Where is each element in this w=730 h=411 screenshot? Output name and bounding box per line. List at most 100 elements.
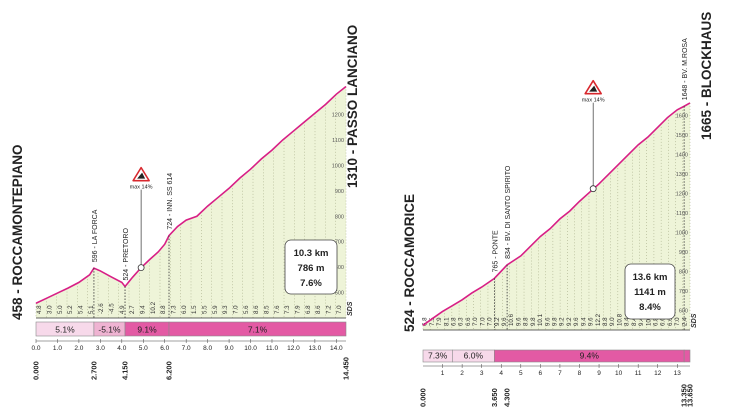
km-gradient-label: 9.3 <box>222 305 229 314</box>
km-gradient-label: -4.5 <box>109 303 116 314</box>
km-gradient-label: 8.8 <box>523 317 530 326</box>
summary-value: 10.3 km <box>294 248 329 259</box>
marker-distance-label: 3.650 <box>490 388 499 407</box>
sds-logo: SDS <box>691 313 698 328</box>
km-tick-label: 11.0 <box>266 345 279 352</box>
marker-distance-label: 13.350 <box>680 384 689 407</box>
km-gradient-label: 6.6 <box>667 317 674 326</box>
km-gradient-label: 7.0 <box>674 317 681 326</box>
km-gradient-label: 4.8 <box>36 305 43 314</box>
altitude-tick-label: 600 <box>679 309 688 315</box>
km-gradient-label: 8.4 <box>624 317 631 326</box>
finish-label: 1665 - BLOCKHAUS <box>699 12 714 140</box>
altitude-tick-label: 1400 <box>676 153 688 159</box>
profile-line <box>35 85 347 304</box>
km-gradient-label: 9.4 <box>140 305 147 314</box>
km-gradient-label: 7.9 <box>295 305 302 314</box>
km-gradient-label: 6.3 <box>458 317 465 326</box>
waypoint-label: 1648 - BV. M.ROSA <box>682 38 689 100</box>
km-gradient-label: 8.1 <box>443 317 450 326</box>
start-label: 524 - ROCCAMORICE <box>402 194 417 332</box>
km-tick-label: 10.0 <box>244 345 257 352</box>
km-gradient-label: 6.8 <box>653 317 660 326</box>
gradient-segment-label: -5.1% <box>98 325 121 335</box>
km-tick-label: 7 <box>558 370 562 377</box>
altitude-tick-label: 800 <box>679 270 688 276</box>
max-gradient-label: max 14% <box>582 98 605 104</box>
km-gradient-label: 7.0 <box>479 317 486 326</box>
altitude-tick-label: 1000 <box>332 163 344 169</box>
km-tick-label: 10 <box>615 370 623 377</box>
gradient-segment-label: 5.1% <box>55 325 75 335</box>
km-tick-label: 1.0 <box>53 345 62 352</box>
gradient-segment-label: 9.1% <box>137 325 157 335</box>
waypoint-label: 765 - PONTE <box>492 230 499 272</box>
waypoint-label: 596 - LA FORCA <box>92 209 99 262</box>
km-gradient-label: 8.6 <box>253 305 260 314</box>
km-tick-label: 1 <box>441 370 445 377</box>
marker-distance-label: 0.000 <box>419 388 428 407</box>
altitude-tick-label: 700 <box>679 289 688 295</box>
altitude-tick-label: 500 <box>335 291 344 297</box>
altitude-tick-label: 600 <box>335 265 344 271</box>
altitude-tick-label: 1600 <box>676 114 688 120</box>
km-gradient-label: 6.8 <box>305 305 312 314</box>
summary-box <box>284 239 338 295</box>
km-gradient-label: -2.6 <box>98 303 105 314</box>
km-gradient-label: 7.3 <box>171 305 178 314</box>
km-gradient-label: 6.0 <box>181 305 188 314</box>
altitude-tick-label: 1200 <box>332 113 344 119</box>
altitude-tick-label: 900 <box>679 250 688 256</box>
km-gradient-label: 2.7 <box>129 305 136 314</box>
profile-chart-roccamontepiano: 4.8 3.0 5.0 5.2 5.4 5.1 -2.6 -4.5 4.9 2.7 9.4 10.2 8… <box>10 25 360 380</box>
km-gradient-label: 9.4 <box>580 317 587 326</box>
km-gradient-label: 7.0 <box>233 305 240 314</box>
km-tick-label: 11 <box>635 370 642 377</box>
km-tick-label: 0.0 <box>31 345 40 352</box>
km-gradient-label: 9.2 <box>559 317 566 326</box>
km-tick-label: 2.0 <box>74 345 83 352</box>
km-gradient-label: 5.0 <box>57 305 64 314</box>
km-gradient-label: 5.1 <box>88 305 95 314</box>
km-gradient-label: 9.8 <box>552 317 559 326</box>
km-gradient-label: 5.6 <box>243 305 250 314</box>
km-gradient-label: 3.0 <box>47 305 54 314</box>
max-gradient-point <box>137 264 145 272</box>
km-gradient-label: 9.6 <box>515 317 522 326</box>
km-gradient-label: 7.0 <box>487 317 494 326</box>
km-gradient-label: 10.1 <box>537 313 544 326</box>
km-gradient-label: 9.0 <box>609 317 616 326</box>
km-gradient-label: 7.5 <box>429 317 436 326</box>
km-gradient-label: 10.8 <box>616 313 623 326</box>
km-gradient-label: 5.9 <box>212 305 219 314</box>
km-gradient-label: 8.4 <box>631 317 638 326</box>
km-gradient-label: 7.6 <box>274 305 281 314</box>
max-gradient-point <box>589 185 597 193</box>
altitude-tick-label: 900 <box>335 189 344 195</box>
km-gradient-label: 8.8 <box>160 305 167 314</box>
km-gradient-label: 6.6 <box>465 317 472 326</box>
km-tick-label: 8.0 <box>203 345 212 352</box>
km-gradient-label: 7.3 <box>284 305 291 314</box>
km-tick-label: 9 <box>597 370 601 377</box>
km-gradient-label: 10.6 <box>508 313 515 326</box>
km-gradient-label: 6.8 <box>422 317 429 326</box>
altitude-tick-label: 1100 <box>332 138 344 144</box>
gradient-segment-label: 6.0% <box>464 351 484 361</box>
km-tick-label: 7.0 <box>182 345 191 352</box>
km-tick-label: 3.0 <box>96 345 105 352</box>
finish-label: 1310 - PASSO LANCIANO <box>345 25 360 188</box>
km-tick-label: 9.0 <box>225 345 234 352</box>
km-gradient-label: 7.0 <box>336 305 343 314</box>
profile-area <box>36 86 346 318</box>
summary-value: 1141 m <box>634 287 666 298</box>
km-gradient-label: 9.2 <box>494 317 501 326</box>
km-gradient-label: 9.6 <box>573 317 580 326</box>
km-gradient-label: 9.2 <box>566 317 573 326</box>
waypoint-label: 724 - INN. SS 614 <box>167 173 174 230</box>
profile-chart-roccamorice: 6.8 7.5 7.9 8.1 6.8 6.3 6.6 7.0 7.0 7.0 9.2 9.6 10.6… <box>402 12 714 407</box>
km-tick-label: 3 <box>480 370 484 377</box>
marker-distance-label: 0.000 <box>32 361 41 380</box>
waypoint-label: 524 - PRETORO <box>123 228 130 281</box>
